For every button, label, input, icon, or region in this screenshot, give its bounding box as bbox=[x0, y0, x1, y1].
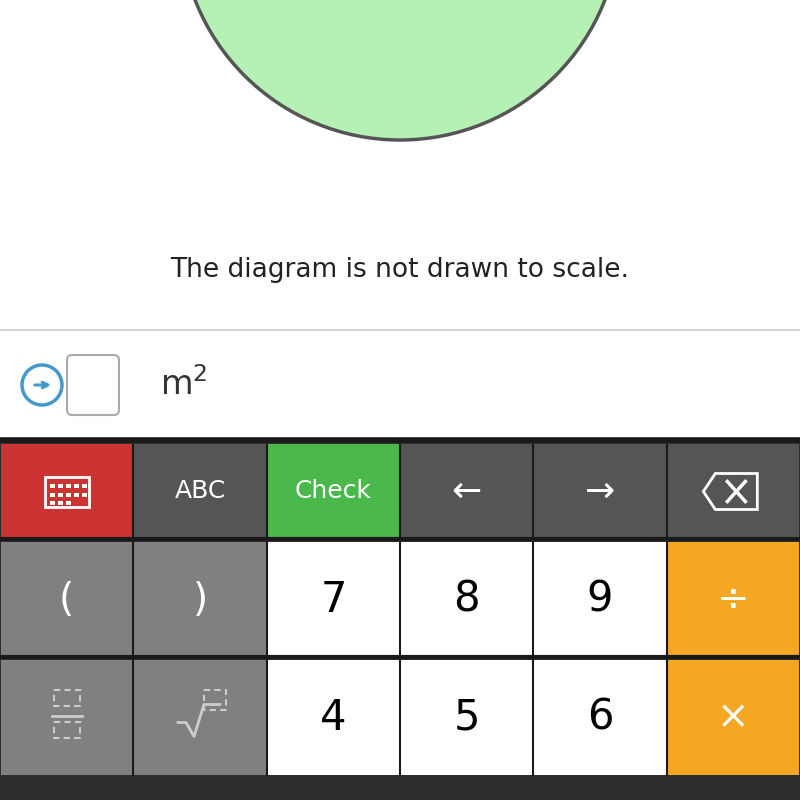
Text: ÷: ÷ bbox=[717, 581, 750, 618]
Text: 4: 4 bbox=[320, 697, 346, 738]
Text: The diagram is not drawn to scale.: The diagram is not drawn to scale. bbox=[170, 257, 630, 283]
Bar bbox=[1, 444, 132, 539]
Bar bbox=[401, 444, 532, 539]
Text: 9: 9 bbox=[587, 578, 613, 621]
Bar bbox=[58, 501, 62, 505]
Bar bbox=[58, 483, 62, 487]
Bar bbox=[66, 483, 70, 487]
Bar bbox=[134, 660, 266, 775]
Text: ABC: ABC bbox=[174, 479, 226, 503]
Bar bbox=[668, 444, 799, 539]
Bar bbox=[268, 660, 399, 775]
Bar bbox=[668, 542, 799, 657]
Bar bbox=[534, 660, 666, 775]
Bar bbox=[401, 660, 532, 775]
Text: Check: Check bbox=[295, 479, 372, 503]
Text: 8: 8 bbox=[454, 578, 480, 621]
Bar bbox=[134, 444, 266, 539]
Bar bbox=[66, 501, 70, 505]
Bar bbox=[668, 660, 799, 775]
Bar bbox=[74, 493, 78, 497]
Circle shape bbox=[22, 365, 62, 405]
Bar bbox=[1, 660, 132, 775]
Bar bbox=[66, 493, 70, 497]
Bar bbox=[82, 483, 86, 487]
Text: →: → bbox=[585, 474, 615, 509]
Bar bbox=[268, 444, 399, 539]
Bar bbox=[268, 542, 399, 657]
Text: 5: 5 bbox=[454, 697, 480, 738]
Bar bbox=[0, 0, 800, 440]
Text: ←: ← bbox=[451, 474, 482, 509]
Bar bbox=[134, 542, 266, 657]
Bar bbox=[534, 444, 666, 539]
Text: ×: × bbox=[717, 698, 750, 737]
Bar bbox=[0, 440, 800, 800]
Bar bbox=[50, 501, 54, 505]
Bar bbox=[82, 493, 86, 497]
Text: (: ( bbox=[59, 581, 74, 618]
Bar bbox=[74, 483, 78, 487]
Bar bbox=[50, 483, 54, 487]
Circle shape bbox=[180, 0, 620, 140]
Bar bbox=[534, 542, 666, 657]
Bar bbox=[58, 493, 62, 497]
Bar bbox=[50, 493, 54, 497]
Text: 6: 6 bbox=[586, 697, 614, 738]
Bar bbox=[401, 542, 532, 657]
Text: 7: 7 bbox=[320, 578, 346, 621]
Bar bbox=[1, 542, 132, 657]
Text: ): ) bbox=[193, 581, 207, 618]
Text: m$^2$: m$^2$ bbox=[160, 368, 207, 402]
Polygon shape bbox=[703, 474, 758, 510]
FancyBboxPatch shape bbox=[67, 355, 119, 415]
